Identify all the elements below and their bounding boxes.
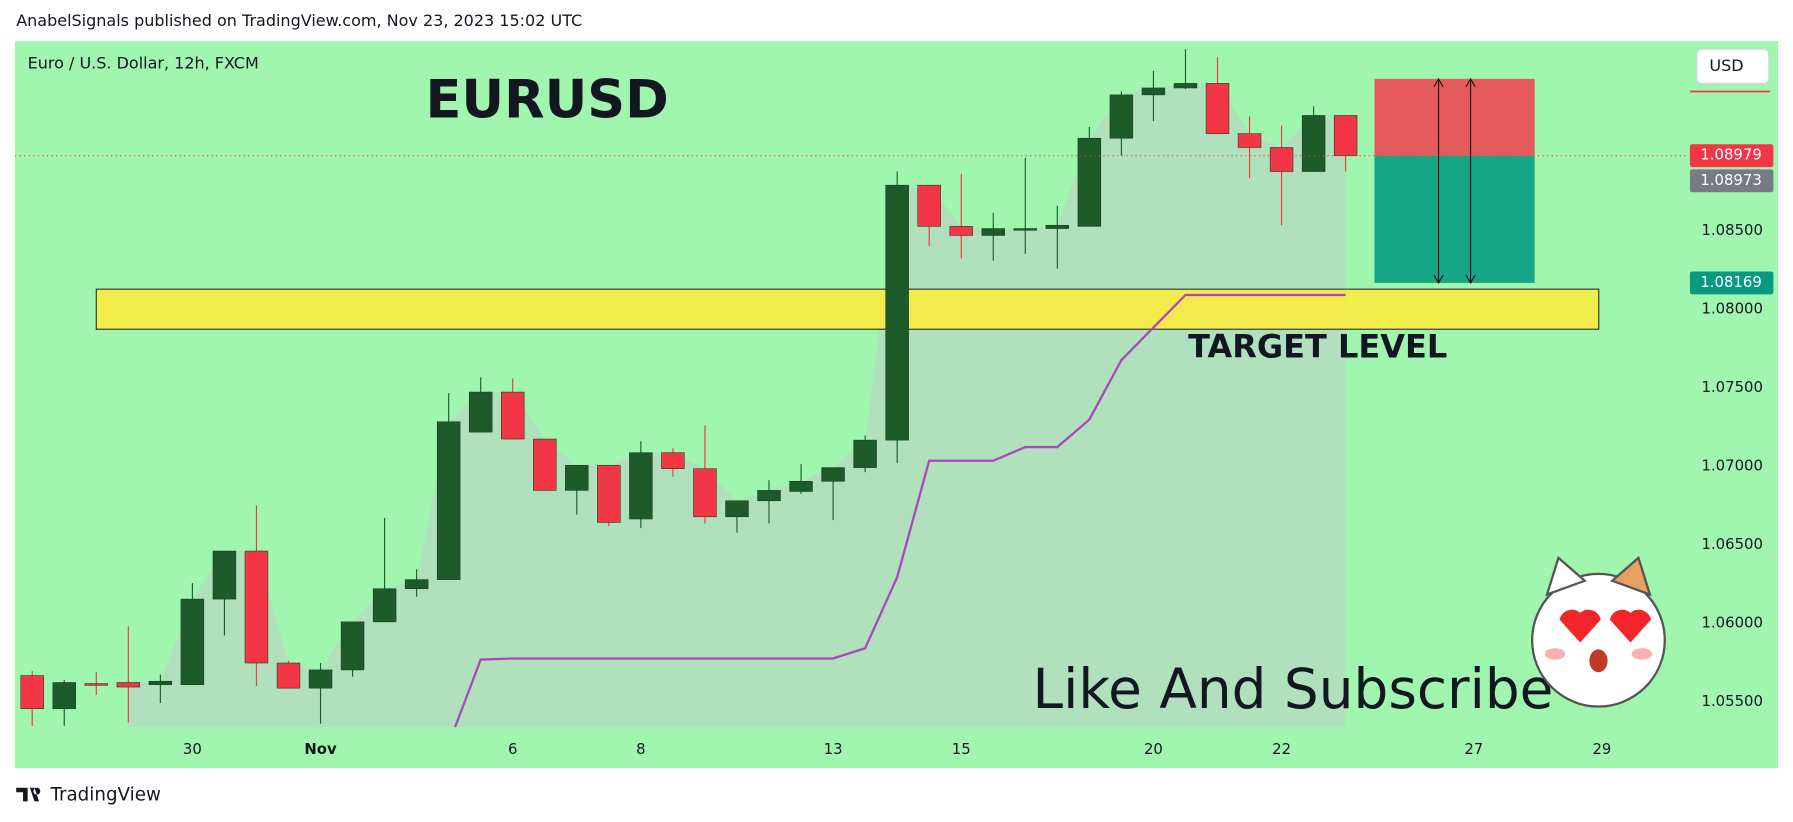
target-zone <box>95 288 1600 330</box>
candle-body <box>52 682 76 710</box>
candle-body <box>597 464 621 523</box>
arrow-head <box>1433 274 1444 285</box>
candle-body <box>1077 137 1102 227</box>
x-tick-label: Nov <box>304 740 337 758</box>
candle-body <box>20 675 44 710</box>
currency-button[interactable] <box>1696 48 1770 85</box>
candle-body <box>885 184 909 441</box>
candle-body <box>661 452 685 470</box>
candle-body <box>949 226 973 236</box>
candle-body <box>1013 228 1038 231</box>
cloud-area <box>128 83 1346 728</box>
x-tick-label: 6 <box>508 740 517 758</box>
price-label: 1.08973 <box>1700 171 1761 189</box>
candle-body <box>276 662 301 689</box>
y-tick-label: 1.07500 <box>1701 378 1762 396</box>
plot: 1.05500 1.06000 1.06500 1.07000 1.07500 1.080… <box>15 49 1774 769</box>
candle-body <box>1205 83 1230 134</box>
y-tick-label: 1.07000 <box>1701 457 1762 475</box>
candle-body <box>1045 224 1070 229</box>
candle-body <box>789 481 813 492</box>
candle-body <box>1269 147 1294 172</box>
x-tick-label: 29 <box>1592 740 1611 758</box>
candle-body <box>212 550 237 600</box>
x-tick-label: 20 <box>1144 740 1163 758</box>
price-label-box <box>1689 271 1774 295</box>
candle-body <box>821 467 845 482</box>
price-label: 1.08979 <box>1700 146 1761 164</box>
candle-body <box>180 598 205 685</box>
candle-body <box>725 500 749 518</box>
candle-body <box>629 452 653 520</box>
footer-logo <box>16 787 41 802</box>
candle-body <box>981 228 1005 236</box>
candle-body <box>1109 94 1134 139</box>
candle-body <box>693 468 717 518</box>
chart-title: EURUSD <box>425 70 668 131</box>
x-tick-label: 30 <box>183 740 202 758</box>
price-label-box <box>1689 144 1774 168</box>
cat-sticker <box>1531 555 1666 708</box>
candle-body <box>1301 115 1326 172</box>
candle-body <box>468 391 493 433</box>
arrow-head <box>1465 274 1476 285</box>
arrow-head <box>1465 77 1476 88</box>
candle-body <box>372 588 397 623</box>
symbol-subtitle: Euro / U.S. Dollar, 12h, FXCM <box>28 54 259 73</box>
x-tick-label: 22 <box>1272 740 1291 758</box>
x-tick-label: 13 <box>824 740 843 758</box>
header-text: AnabelSignals published on TradingView.c… <box>16 11 582 30</box>
indicator-line <box>454 293 1346 728</box>
x-tick-label: 8 <box>636 740 645 758</box>
candle-body <box>340 621 365 671</box>
zone-label: TARGET LEVEL <box>1188 328 1447 366</box>
price-label-box <box>1689 169 1774 193</box>
candle-body <box>404 579 429 590</box>
stop-zone <box>1374 78 1535 156</box>
candle-body <box>1333 115 1358 156</box>
candle-body <box>308 669 333 689</box>
candle-body <box>917 184 941 227</box>
candle-body <box>853 439 877 468</box>
target-zone-box <box>1374 155 1535 283</box>
candle-body <box>501 391 525 440</box>
x-tick-label: 15 <box>952 740 971 758</box>
candle-body <box>533 438 557 491</box>
annotation: Like And Subscribe <box>1033 657 1554 721</box>
x-tick-label: 27 <box>1464 740 1483 758</box>
y-tick-label: 1.06000 <box>1701 614 1762 632</box>
candle-body <box>1237 133 1262 148</box>
y-tick-label: 1.08500 <box>1701 221 1762 239</box>
candle-body <box>1173 83 1198 89</box>
footer-brand: TradingView <box>49 785 161 806</box>
candle-body <box>84 683 109 686</box>
candle-body <box>757 490 781 502</box>
candle-body <box>244 550 269 664</box>
y-tick-label: 1.06500 <box>1701 535 1762 553</box>
currency-label[interactable]: USD <box>1709 56 1743 75</box>
y-tick-label: 1.05500 <box>1701 692 1762 710</box>
candle-body <box>436 421 461 580</box>
candle-body <box>1141 87 1166 96</box>
price-label: 1.08169 <box>1700 273 1761 291</box>
candle-body <box>116 682 141 688</box>
candle-body <box>565 464 589 491</box>
candle-body <box>148 680 173 685</box>
y-tick-label: 1.08000 <box>1701 299 1762 317</box>
arrow-head <box>1433 77 1444 88</box>
